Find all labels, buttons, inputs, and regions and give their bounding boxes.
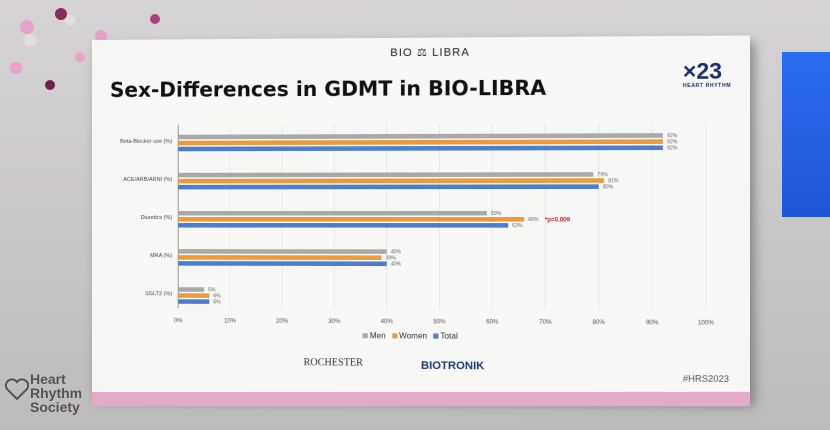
legend-total: Total bbox=[433, 331, 458, 340]
value-label: 6% bbox=[213, 299, 221, 305]
bar-women bbox=[178, 139, 663, 145]
x-tick-label: 100% bbox=[698, 320, 715, 326]
category-labels: Beta-Blocker use (%) ACE/ARB/ARNI (%) Diur… bbox=[120, 139, 172, 297]
category-label: SGLT2 (%) bbox=[145, 291, 172, 297]
x-tick-label: 30% bbox=[328, 319, 341, 325]
category-label: Diuretics (%) bbox=[141, 215, 173, 221]
x-tick-label: 50% bbox=[433, 319, 446, 325]
slide: BIO ⚖ LIBRA Sex-Differences in GDMT in B… bbox=[92, 35, 750, 399]
bar-total bbox=[178, 299, 209, 304]
bar-women bbox=[178, 255, 381, 260]
hashtag: #HRS2023 bbox=[683, 373, 729, 384]
value-label: 59% bbox=[491, 211, 502, 217]
bar-chart: Beta-Blocker use (%) ACE/ARB/ARNI (%) Diur… bbox=[92, 35, 750, 343]
legend-women: Women bbox=[392, 331, 427, 340]
bar-men bbox=[178, 172, 593, 177]
p-value-annotation: *p=0.009 bbox=[545, 217, 571, 223]
x-tick-label: 10% bbox=[224, 319, 237, 325]
chart-legend: Men Women Total bbox=[363, 331, 458, 341]
society-logo: Heart Rhythm Society bbox=[30, 372, 82, 414]
bar-men bbox=[178, 249, 387, 254]
value-label: 79% bbox=[597, 172, 608, 178]
x-tick-label: 70% bbox=[539, 320, 552, 326]
bar-total bbox=[178, 184, 598, 189]
biotronik-logo: BIOTRONIK bbox=[421, 360, 484, 373]
chart-annotations: *p=0.009 bbox=[545, 217, 571, 223]
x-tick-label: 40% bbox=[381, 319, 394, 325]
bar-women bbox=[178, 217, 524, 222]
bar-women bbox=[178, 293, 209, 298]
legend-men: Men bbox=[363, 331, 386, 340]
bar-total bbox=[178, 145, 663, 151]
heart-icon bbox=[4, 376, 30, 402]
x-tick-label: 20% bbox=[276, 319, 289, 325]
bar-men bbox=[178, 211, 487, 216]
value-label: 92% bbox=[667, 145, 678, 151]
chart-bars bbox=[178, 133, 663, 305]
value-label: 63% bbox=[512, 223, 523, 229]
rochester-logo: ROCHESTER bbox=[304, 357, 363, 368]
value-label: 66% bbox=[528, 217, 539, 223]
x-tick-label: 90% bbox=[646, 320, 659, 326]
category-label: Beta-Blocker use (%) bbox=[120, 139, 172, 145]
x-tick-label: 80% bbox=[592, 320, 605, 326]
x-tick-label: 60% bbox=[486, 320, 499, 326]
slide-footer-bar bbox=[92, 392, 750, 406]
bar-women bbox=[178, 178, 604, 183]
bar-men bbox=[178, 133, 663, 139]
value-label: 80% bbox=[603, 184, 614, 190]
bar-men bbox=[178, 287, 204, 292]
bar-total bbox=[178, 223, 508, 228]
x-tick-labels: 0% 10% 20% 30% 40% 50% 60% 70% 80% 90% 100% bbox=[174, 318, 715, 326]
side-screen bbox=[782, 52, 830, 217]
value-label: 40% bbox=[391, 262, 402, 268]
category-label: MRA (%) bbox=[150, 253, 172, 259]
bar-total bbox=[178, 261, 387, 266]
category-label: ACE/ARB/ARNI (%) bbox=[123, 177, 172, 183]
x-tick-label: 0% bbox=[174, 318, 183, 324]
